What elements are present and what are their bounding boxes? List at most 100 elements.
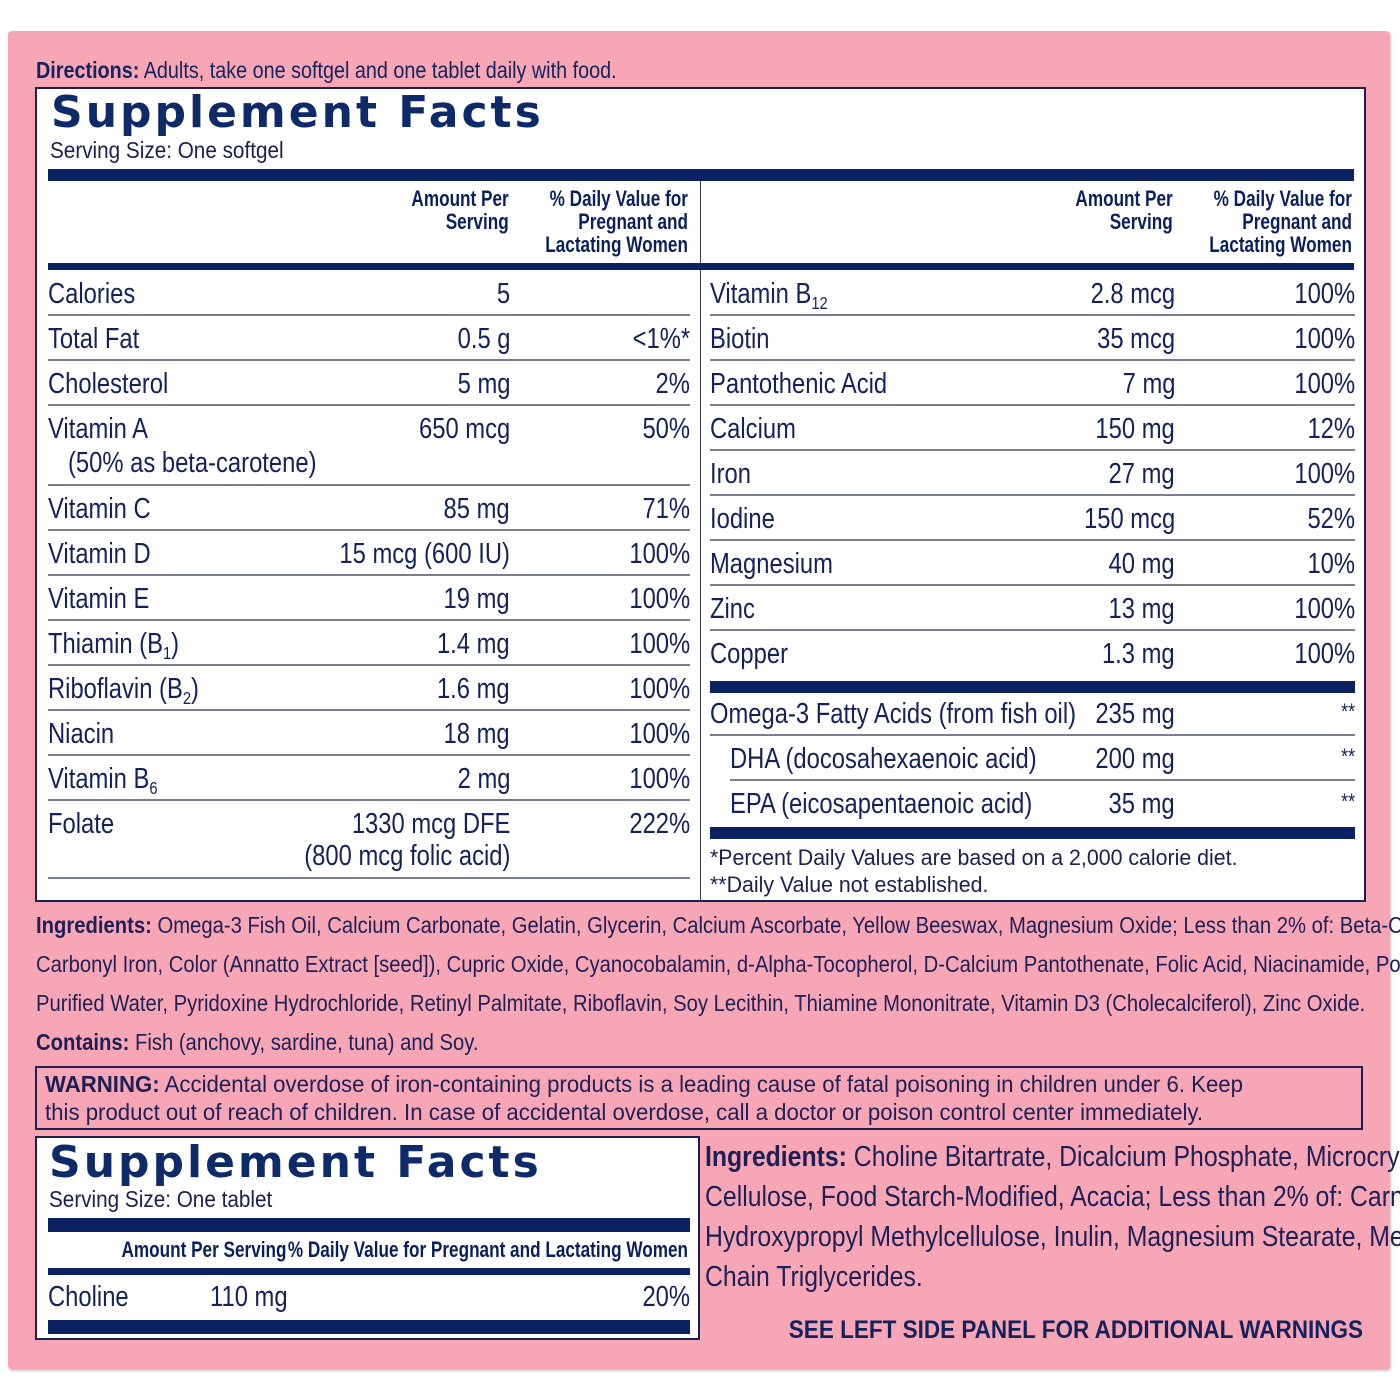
nutrient-name: Vitamin A bbox=[48, 413, 149, 445]
table-row: Zinc 13 mg 100% bbox=[710, 587, 1355, 631]
nutrient-amount: 1.4 mg bbox=[437, 628, 510, 660]
nutrient-amount: 5 mg bbox=[457, 368, 510, 400]
nutrient-name-end: ) bbox=[171, 628, 180, 660]
col-head-line: Pregnant and bbox=[578, 209, 688, 234]
nutrient-amount: 1.3 mg bbox=[1102, 638, 1175, 670]
table-row: Magnesium 40 mg 10% bbox=[710, 542, 1355, 586]
nutrient-dv: 100% bbox=[1294, 593, 1355, 625]
table-row: Iron 27 mg 100% bbox=[710, 452, 1355, 496]
nutrient-amount: 0.5 g bbox=[457, 323, 510, 355]
col-head-amount: Amount Per Serving bbox=[121, 1237, 286, 1262]
nutrient-amount: 35 mg bbox=[1108, 788, 1175, 820]
subscript: 12 bbox=[811, 293, 828, 313]
table-row: Choline 110 mg 20% bbox=[48, 1275, 690, 1319]
table-row: Vitamin D 15 mcg (600 IU) 100% bbox=[48, 532, 690, 576]
warning-line: this product out of reach of children. I… bbox=[45, 1099, 1204, 1125]
thick-divider bbox=[710, 681, 1355, 693]
softgel-supplement-facts: Supplement Facts Serving Size: One softg… bbox=[35, 87, 1366, 902]
thick-divider bbox=[710, 827, 1355, 839]
nutrient-note: (50% as beta-carotene) bbox=[68, 447, 317, 479]
table-row: Calcium 150 mg 12% bbox=[710, 407, 1355, 451]
ingredients-line: Carbonyl Iron, Color (Annatto Extract [s… bbox=[36, 951, 1400, 977]
nutrient-amount: 200 mg bbox=[1095, 743, 1175, 775]
table-row: Cholesterol 5 mg 2% bbox=[48, 362, 690, 406]
nutrient-amount: 110 mg bbox=[210, 1281, 288, 1313]
table-row: DHA (docosahexaenoic acid) 200 mg ** bbox=[730, 737, 1355, 781]
ingredients-line: Hydroxypropyl Methylcellulose, Inulin, M… bbox=[705, 1221, 1400, 1253]
table-row: EPA (eicosapentaenoic acid) 35 mg ** bbox=[730, 782, 1355, 826]
directions-text: Adults, take one softgel and one tablet … bbox=[143, 57, 617, 83]
col-head-line: Amount Per bbox=[411, 186, 509, 211]
col-head-line: Lactating Women bbox=[545, 232, 688, 257]
nutrient-name-text: Vitamin B bbox=[48, 763, 150, 795]
directions-label: Directions: bbox=[36, 57, 140, 83]
serving-size: Serving Size: One softgel bbox=[50, 137, 284, 163]
table-row: Total Fat 0.5 g <1%* bbox=[48, 317, 690, 361]
contains-line: Contains: Fish (anchovy, sardine, tuna) … bbox=[36, 1023, 1338, 1062]
nutrient-name: EPA (eicosapentaenoic acid) bbox=[730, 788, 1033, 820]
nutrient-dv: 100% bbox=[1294, 458, 1355, 490]
column-divider bbox=[700, 180, 701, 900]
nutrient-dv: 100% bbox=[629, 763, 690, 795]
nutrient-name: Total Fat bbox=[48, 323, 140, 355]
warning-box: WARNING: Accidental overdose of iron-con… bbox=[35, 1066, 1363, 1130]
ingredients-text: Omega-3 Fish Oil, Calcium Carbonate, Gel… bbox=[157, 912, 1400, 938]
nutrient-name: Vitamin E bbox=[48, 583, 150, 615]
thick-divider bbox=[48, 1218, 690, 1232]
nutrient-amount: 85 mg bbox=[443, 493, 510, 525]
tablet-supplement-facts: Supplement Facts Serving Size: One table… bbox=[35, 1136, 700, 1340]
nutrient-dv: ** bbox=[1340, 699, 1355, 724]
ingredients-line: Ingredients: Omega-3 Fish Oil, Calcium C… bbox=[36, 906, 1400, 945]
table-row: Niacin 18 mg 100% bbox=[48, 712, 690, 756]
nutrient-dv: 100% bbox=[1294, 278, 1355, 310]
nutrient-name: Biotin bbox=[710, 323, 770, 355]
nutrient-name: Vitamin B6 bbox=[48, 763, 158, 798]
nutrient-amount: 27 mg bbox=[1108, 458, 1175, 490]
nutrient-name: Thiamin (B1) bbox=[48, 628, 180, 662]
nutrient-dv: 100% bbox=[629, 718, 690, 750]
table-row: Copper 1.3 mg 100% bbox=[710, 632, 1355, 676]
directions: Directions: Adults, take one softgel and… bbox=[36, 57, 617, 83]
thick-divider bbox=[48, 169, 1354, 181]
nutrient-dv: 100% bbox=[629, 538, 690, 570]
nutrient-dv: 71% bbox=[642, 493, 690, 525]
col-head-line: Serving bbox=[1110, 209, 1173, 234]
facts-title: Supplement Facts bbox=[51, 87, 544, 138]
thick-divider bbox=[48, 1320, 690, 1334]
ingredients-label: Ingredients: bbox=[705, 1141, 847, 1173]
nutrient-amount: 150 mg bbox=[1095, 413, 1175, 445]
nutrient-amount: 13 mg bbox=[1108, 593, 1175, 625]
col-head-amount-right: Amount Per Serving bbox=[1076, 187, 1173, 233]
nutrient-name: Iron bbox=[710, 458, 751, 490]
contains-label: Contains: bbox=[36, 1029, 130, 1055]
nutrient-amount: 2 mg bbox=[457, 763, 510, 795]
col-head-amount: Amount Per Serving bbox=[412, 187, 509, 233]
nutrient-dv: 50% bbox=[642, 413, 690, 445]
table-row: Vitamin A (50% as beta-carotene) 650 mcg… bbox=[48, 407, 690, 486]
nutrient-name-end: ) bbox=[191, 673, 199, 705]
nutrient-dv: 20% bbox=[642, 1281, 690, 1313]
subscript: 2 bbox=[182, 688, 192, 708]
subscript: 6 bbox=[149, 778, 158, 798]
nutrient-amount: 2.8 mcg bbox=[1090, 278, 1175, 310]
col-head-line: Amount Per bbox=[1075, 186, 1173, 211]
nutrient-name: Riboflavin (B2) bbox=[48, 673, 199, 708]
nutrient-dv: 100% bbox=[1294, 638, 1355, 670]
footnote-dv: *Percent Daily Values are based on a 2,0… bbox=[710, 845, 1238, 870]
nutrient-amount: 15 mcg (600 IU) bbox=[339, 538, 510, 570]
ingredients-line: Chain Triglycerides. bbox=[705, 1261, 923, 1293]
nutrient-dv: 222% bbox=[629, 808, 690, 840]
table-row: Pantothenic Acid 7 mg 100% bbox=[710, 362, 1355, 406]
nutrient-dv: 10% bbox=[1307, 548, 1355, 580]
nutrient-dv: ** bbox=[1340, 744, 1355, 769]
nutrient-dv: 100% bbox=[629, 673, 690, 705]
col-head-line: Serving bbox=[446, 209, 509, 234]
nutrient-name: Omega-3 Fatty Acids (from fish oil) bbox=[710, 698, 1077, 730]
table-row: Vitamin B6 2 mg 100% bbox=[48, 757, 690, 801]
ingredients-line: Purified Water, Pyridoxine Hydrochloride… bbox=[36, 990, 1366, 1016]
contains-text: Fish (anchovy, sardine, tuna) and Soy. bbox=[134, 1029, 479, 1055]
nutrient-dv: 52% bbox=[1307, 503, 1355, 535]
col-head-line: % Daily Value for bbox=[549, 186, 688, 211]
thick-divider bbox=[48, 263, 1354, 270]
col-head-dv: % Daily Value for Pregnant and Lactating… bbox=[545, 187, 688, 256]
